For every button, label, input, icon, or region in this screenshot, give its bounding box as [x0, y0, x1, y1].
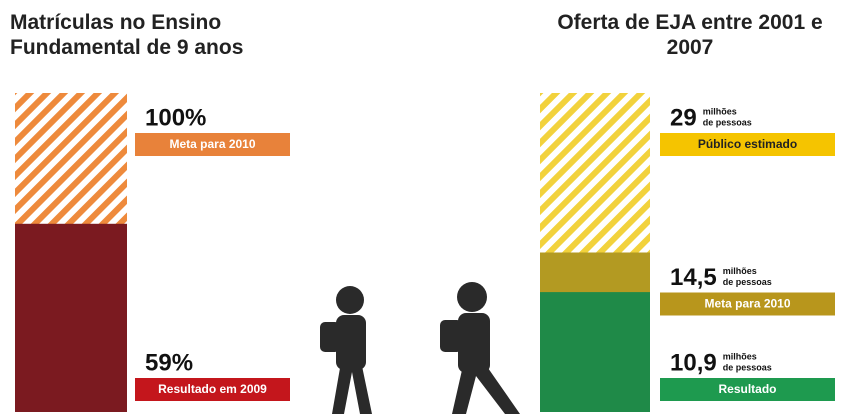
legend-label: Meta para 2010	[704, 297, 790, 311]
unit-label: de pessoas	[703, 117, 752, 127]
value-label: 29	[670, 104, 697, 131]
value-label: 14,5	[670, 264, 717, 291]
legend-box	[660, 292, 835, 316]
value-label: 10,9	[670, 349, 717, 376]
legend-label: Público estimado	[698, 137, 797, 151]
unit-label: de pessoas	[723, 362, 772, 372]
unit-label: milhões	[723, 351, 757, 361]
value-label: 100%	[145, 104, 206, 131]
chart-title: Oferta de EJA entre 2001 e 2007	[557, 11, 823, 59]
bar	[15, 223, 127, 412]
chart-title: Matrículas no Ensino Fundamental de 9 an…	[10, 11, 244, 59]
value-label: 59%	[145, 349, 193, 376]
bar	[540, 292, 650, 412]
legend-box	[135, 133, 290, 156]
legend-label: Resultado	[718, 382, 776, 396]
unit-label: milhões	[723, 266, 757, 276]
legend-label: Resultado em 2009	[158, 382, 267, 396]
student-silhouette	[320, 282, 520, 414]
legend-box	[660, 378, 835, 401]
legend-box	[660, 133, 835, 156]
legend-box	[135, 378, 290, 401]
legend-label: Meta para 2010	[169, 137, 255, 151]
unit-label: de pessoas	[723, 277, 772, 287]
unit-label: milhões	[703, 106, 737, 116]
